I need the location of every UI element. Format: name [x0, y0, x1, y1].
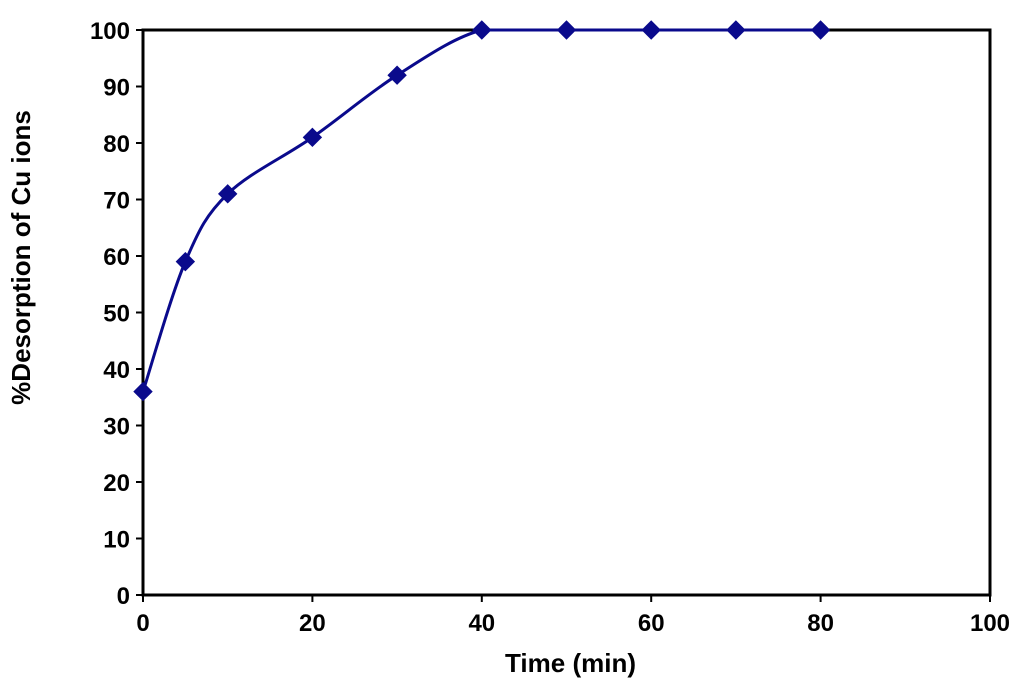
y-tick-label: 90 — [103, 75, 130, 102]
x-tick-label: 20 — [299, 610, 326, 637]
data-point — [175, 251, 196, 272]
x-tick-label: 80 — [807, 610, 834, 637]
data-point — [810, 20, 831, 40]
data-point — [387, 65, 407, 85]
y-tick-label: 70 — [103, 188, 130, 215]
data-point — [472, 20, 492, 40]
y-tick-label: 30 — [103, 414, 130, 441]
y-tick-label: 50 — [103, 301, 130, 328]
x-tick-label: 40 — [468, 610, 495, 637]
y-tick-label: 40 — [103, 357, 130, 384]
plot-area — [141, 28, 992, 597]
x-tick-label: 0 — [136, 610, 149, 637]
data-point — [726, 20, 746, 40]
y-axis-title: %Desorption of Cu ions — [6, 110, 36, 405]
series-line — [141, 28, 821, 393]
data-point — [133, 381, 153, 402]
x-tick-label: 100 — [970, 610, 1010, 637]
data-point — [641, 20, 661, 40]
data-point — [217, 184, 238, 204]
y-tick-label: 0 — [117, 583, 130, 610]
x-axis-title: Time (min) — [505, 648, 636, 678]
y-tick-label: 100 — [90, 18, 130, 45]
x-tick-label: 60 — [638, 610, 665, 637]
y-tick-label: 20 — [103, 470, 130, 497]
x-tick-labels: 0 20 40 60 80 100 — [136, 610, 1010, 637]
y-tick-label: 60 — [103, 244, 130, 271]
data-points — [133, 20, 831, 402]
y-tick-label: 10 — [103, 527, 130, 554]
data-point — [302, 127, 323, 148]
y-tick-labels: 0 10 20 30 40 50 60 70 80 90 100 — [90, 18, 130, 610]
axis-ticks — [136, 29, 991, 602]
y-tick-label: 80 — [103, 131, 130, 158]
data-point — [556, 20, 577, 40]
